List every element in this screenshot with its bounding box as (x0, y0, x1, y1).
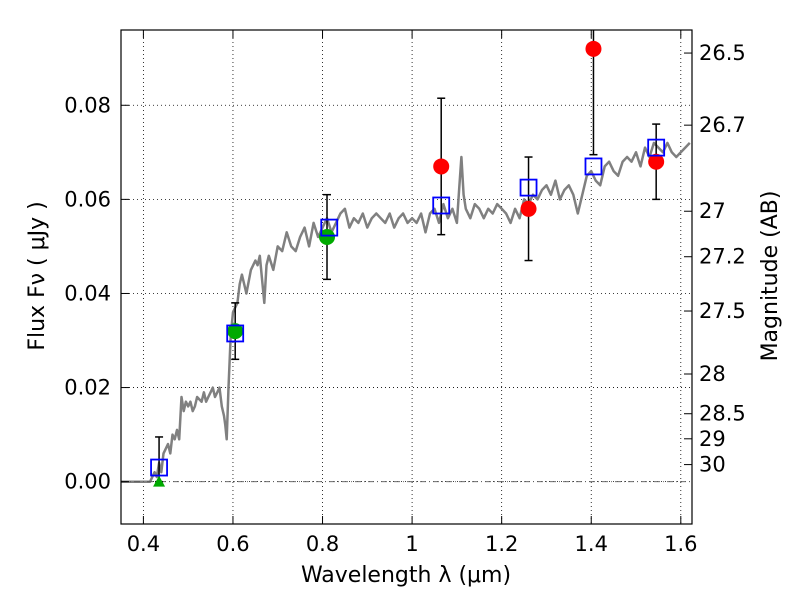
x-tick-label: 0.4 (127, 532, 160, 556)
detection-point (433, 158, 450, 175)
model-photometry-point (519, 178, 538, 197)
y-tick-label: 0.02 (64, 376, 111, 400)
x-axis-label: Wavelength λ (μm) (301, 563, 511, 588)
y-ticks: 0.00 0.02 0.04 0.06 0.08 (64, 93, 129, 494)
model-photometry-point (320, 218, 339, 237)
mag-tick-label: 27.2 (699, 245, 746, 269)
y-tick-label: 0.06 (64, 187, 111, 211)
mag-tick-label: 27 (699, 199, 726, 223)
mag-tick-label: 27.5 (699, 299, 746, 323)
y2-axis-label: Magnitude (AB) (758, 191, 783, 362)
mag-tick-label: 26.7 (699, 113, 746, 137)
y-axis-label: Flux Fν ( μJy ) (25, 201, 50, 350)
x-ticks: 0.4 0.6 0.8 1 1.2 1.4 1.6 (127, 30, 698, 556)
detection-point (585, 40, 602, 57)
detection-point (520, 200, 537, 217)
marker-layer (150, 40, 666, 487)
upper-limit-point (153, 475, 166, 487)
mag-tick-label: 30 (699, 453, 726, 477)
model-photometry-point (584, 157, 603, 176)
mag-tick-label: 28.5 (699, 402, 746, 426)
grid (121, 30, 692, 524)
mag-tick-label: 26.5 (699, 41, 746, 65)
model-photometry-point (432, 196, 451, 215)
y-tick-label: 0.04 (64, 281, 111, 305)
hst-detection-point (319, 229, 336, 246)
y-tick-label: 0.00 (64, 470, 111, 494)
x-tick-label: 1.6 (664, 532, 697, 556)
y-tick-label: 0.08 (64, 93, 111, 117)
hst-detection-point (227, 323, 244, 340)
mag-tick-label: 28 (699, 362, 726, 386)
model-sed-layer (121, 141, 691, 483)
model-sed-line (121, 141, 691, 483)
x-tick-label: 0.8 (306, 532, 339, 556)
errorbar-layer (155, 30, 661, 483)
detection-point (648, 153, 665, 170)
x-tick-label: 0.6 (216, 532, 249, 556)
x-tick-label: 1 (405, 532, 418, 556)
mag-tick-label: 29 (699, 427, 726, 451)
model-photometry-point (226, 324, 245, 343)
model-photometry-point (150, 458, 168, 477)
x-tick-label: 1.2 (485, 532, 518, 556)
plot-frame (120, 29, 693, 525)
x-tick-label: 1.4 (575, 532, 608, 556)
model-photometry-point (647, 138, 666, 157)
